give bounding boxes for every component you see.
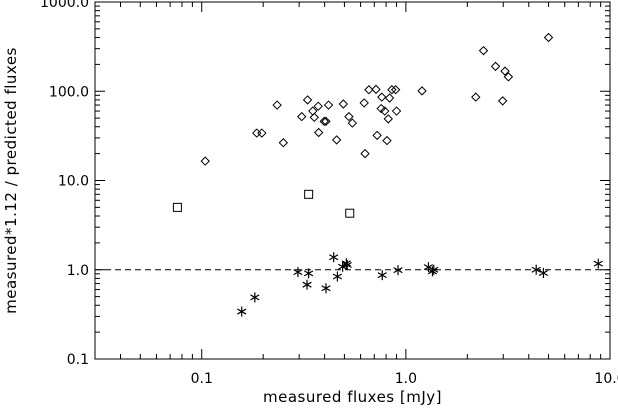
diamond-point (372, 130, 382, 141)
diamond-point (500, 66, 510, 76)
diamond-point (252, 128, 262, 138)
diamond-point (490, 61, 501, 72)
diamond-point (323, 100, 334, 110)
diamond-point (278, 138, 289, 148)
plot-frame (94, 1, 611, 360)
y-tick-label: 1.0 (67, 263, 89, 279)
y-axis-title: measured*1.12 / predicted fluxes (2, 47, 20, 314)
x-tick-label: 10.0 (594, 371, 618, 387)
diamond-point (313, 101, 323, 111)
asterisk-point (332, 271, 343, 282)
diamond-point (344, 111, 354, 122)
diamond-point (338, 99, 349, 109)
diamond-point (313, 127, 324, 138)
asterisk-point (329, 252, 339, 263)
diamond-point (497, 96, 508, 106)
diamond-point (417, 86, 427, 96)
asterisk-point (531, 264, 541, 275)
diamond-point (319, 116, 329, 127)
diamond-point (347, 118, 358, 128)
diamond-point (478, 45, 489, 56)
diamond-point (390, 85, 401, 95)
diamond-point (382, 135, 392, 146)
y-tick-label: 1000.0 (40, 0, 89, 11)
asterisk-point (321, 283, 331, 294)
diamond-point (309, 112, 320, 123)
diamond-point (371, 84, 381, 95)
diamond-point (377, 92, 387, 102)
asterisk-point (377, 270, 387, 281)
plot-points (172, 32, 603, 317)
diamond-point (257, 128, 267, 138)
diamond-point (503, 72, 514, 82)
diamond-point (471, 92, 481, 102)
diamond-point (331, 135, 342, 145)
asterisk-point (341, 258, 351, 269)
x-tick-label: 0.1 (191, 371, 213, 387)
square-point (172, 202, 182, 212)
asterisk-point (304, 268, 314, 279)
diamond-point (360, 148, 370, 159)
square-point (304, 189, 314, 199)
diamond-point (380, 106, 390, 116)
y-tick-label: 10.0 (58, 174, 89, 190)
axes: 0.1 1.0 10.0 0.1 1.0 10.0 100.0 1000.0 (40, 0, 618, 387)
square-point (345, 208, 355, 218)
asterisk-point (342, 260, 352, 271)
diamond-point (272, 100, 282, 110)
y-tick-label: 0.1 (67, 352, 89, 368)
x-tick-label: 1.0 (395, 371, 417, 387)
asterisk-point (293, 267, 303, 278)
diamond-point (364, 85, 374, 95)
diamond-point (383, 114, 393, 124)
y-tick-label: 100.0 (49, 84, 89, 100)
diamond-point (391, 106, 402, 116)
asterisk-point (302, 279, 312, 290)
diamond-point (297, 111, 307, 122)
diamond-point (359, 98, 369, 108)
asterisk-point (427, 266, 438, 277)
asterisk-point (429, 264, 439, 275)
asterisk-point (593, 258, 603, 269)
asterisk-point (538, 267, 549, 278)
asterisk-point (250, 292, 260, 303)
diamond-point (376, 103, 386, 114)
diamond-point (302, 95, 313, 105)
diamond-point (200, 156, 210, 166)
asterisk-point (393, 265, 403, 276)
asterisk-point (237, 306, 247, 317)
diamond-point (387, 85, 397, 95)
diamond-point (543, 32, 554, 43)
asterisk-point (337, 261, 348, 272)
diamond-point (384, 93, 395, 103)
diamond-point (321, 116, 331, 127)
x-axis-title: measured fluxes [mJy] (263, 388, 442, 406)
